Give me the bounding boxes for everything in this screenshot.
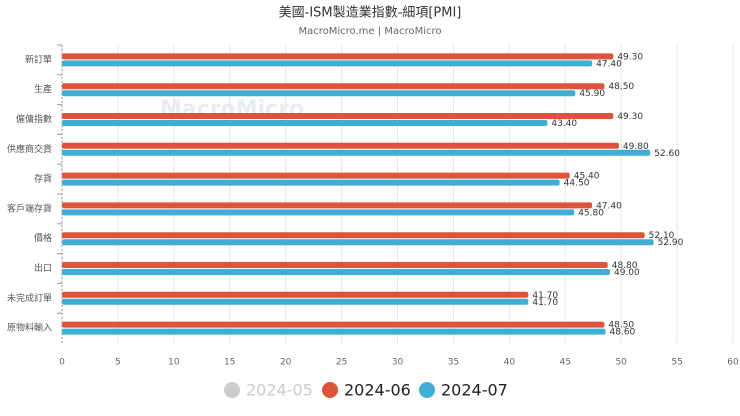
bar: [62, 113, 614, 119]
value-label: 43.40: [551, 119, 577, 129]
x-tick-label: 25: [336, 358, 347, 368]
value-label: 48.50: [608, 82, 634, 92]
y-tick-label: 僱傭指數: [16, 113, 52, 125]
bar: [62, 172, 570, 179]
x-tick-label: 40: [504, 358, 516, 368]
y-tick-label: 供應商交貨: [7, 143, 52, 155]
legend-label[interactable]: 2024-06: [344, 381, 411, 400]
x-tick-label: 50: [615, 358, 627, 368]
bar: [62, 90, 576, 97]
bar: [62, 291, 529, 298]
x-tick-label: 5: [115, 358, 121, 368]
x-tick-label: 0: [59, 358, 65, 368]
x-tick-label: 55: [671, 358, 682, 368]
legend-label[interactable]: 2024-05: [246, 381, 313, 400]
bar: [62, 239, 654, 246]
y-tick-label: 存貨: [34, 173, 52, 185]
value-label: 45.90: [579, 89, 605, 99]
bar: [62, 83, 605, 90]
bar: [62, 328, 606, 335]
y-tick-label: 未完成訂單: [7, 292, 52, 304]
value-label: 47.40: [596, 201, 622, 211]
x-tick-label: 45: [560, 358, 571, 368]
x-tick-label: 35: [448, 358, 459, 368]
bar: [62, 269, 610, 275]
value-label: 41.70: [532, 298, 558, 308]
bar: [62, 149, 651, 156]
x-tick-label: 10: [168, 358, 180, 368]
y-tick-label: 價格: [34, 232, 52, 244]
value-label: 52.60: [654, 149, 680, 159]
value-label: 44.50: [564, 179, 590, 189]
value-label: 45.80: [578, 208, 604, 218]
value-label: 52.90: [658, 238, 684, 248]
bar: [62, 321, 605, 328]
legend-label[interactable]: 2024-07: [441, 381, 508, 400]
bar: [62, 298, 529, 305]
bar: [62, 53, 614, 60]
y-tick-label: 原物料輸入: [7, 322, 52, 334]
bar: [62, 120, 548, 126]
y-tick-label: 生產: [34, 83, 52, 95]
value-label: 48.80: [612, 261, 638, 271]
value-label: 49.00: [614, 268, 640, 278]
value-label: 49.30: [617, 112, 643, 122]
chart-subtitle: MacroMicro.me | MacroMicro: [299, 26, 442, 37]
value-label: 47.40: [596, 59, 622, 69]
value-label: 45.40: [574, 172, 600, 182]
value-label: 52.10: [649, 231, 675, 241]
bar: [62, 179, 560, 186]
bar: [62, 142, 619, 149]
x-tick-label: 30: [392, 358, 404, 368]
bar: [62, 202, 593, 209]
x-tick-label: 15: [224, 358, 235, 368]
value-label: 41.70: [532, 291, 558, 301]
legend-marker[interactable]: [224, 382, 240, 398]
bar: [62, 232, 645, 239]
value-label: 49.80: [623, 142, 649, 152]
value-label: 49.30: [617, 52, 643, 62]
y-tick-label: 客戶端存貨: [7, 202, 52, 214]
y-tick-label: 出口: [34, 262, 52, 274]
legend-marker[interactable]: [419, 382, 435, 398]
bar: [62, 60, 593, 67]
chart-title: 美國-ISM製造業指數-細項[PMI]: [279, 5, 462, 21]
value-label: 48.50: [608, 321, 634, 331]
y-tick-label: 新訂單: [25, 53, 52, 65]
value-label: 48.60: [610, 328, 636, 338]
x-tick-label: 60: [727, 358, 739, 368]
legend-marker[interactable]: [322, 382, 338, 398]
bar: [62, 262, 608, 268]
bar: [62, 209, 575, 216]
x-tick-label: 20: [280, 358, 292, 368]
